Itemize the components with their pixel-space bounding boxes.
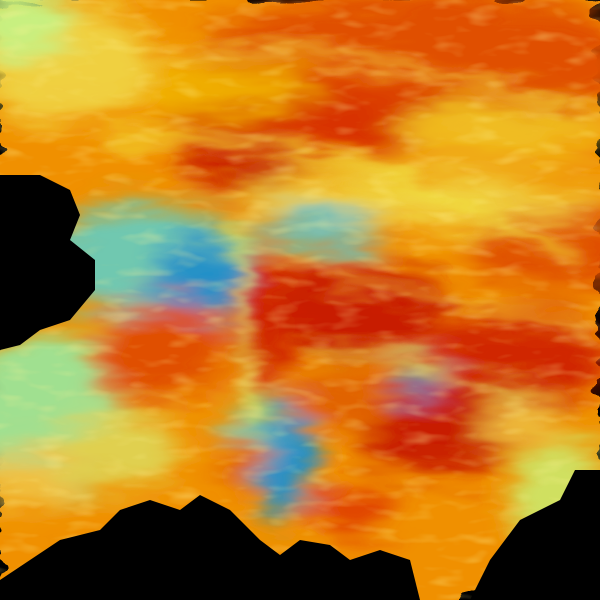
radar-image bbox=[0, 0, 600, 600]
radar-canvas bbox=[0, 0, 600, 600]
echo-field bbox=[0, 0, 600, 600]
texture-overlay bbox=[0, 0, 600, 600]
